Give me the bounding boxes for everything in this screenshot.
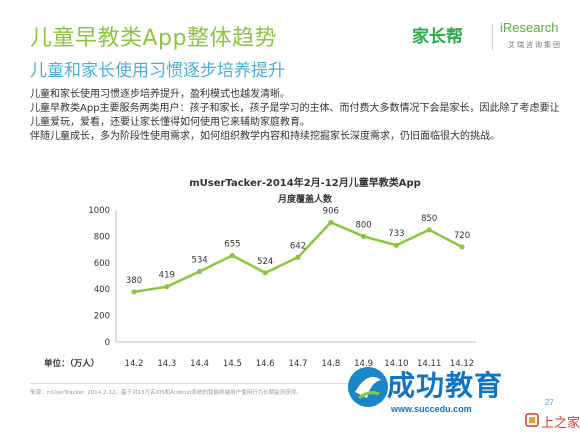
x-tick-label: 14.9	[354, 359, 373, 369]
data-point	[164, 284, 170, 290]
brand-url: www.succedu.com	[391, 404, 472, 414]
point-group	[131, 219, 465, 295]
y-tick-group: 0 200 400 600 800 1000	[88, 206, 110, 348]
chart-subtitle: 月度覆盖人数	[277, 193, 333, 205]
body-line: 儿童早教类App主要服务两类用户：孩子和家长，孩子是学习的主体、而付费大多数情况…	[30, 103, 560, 114]
data-label: 380	[126, 276, 142, 286]
iresearch-logo-cn: 艾瑞咨询集团	[508, 41, 562, 49]
x-tick-group: 14.2 14.3 14.4 14.5 14.6 14.7 14.8 14.9 14.10 14.…	[125, 359, 475, 369]
data-label: 800	[355, 220, 371, 230]
data-point	[131, 289, 137, 295]
brand-emblem-icon	[348, 367, 388, 407]
data-point	[361, 233, 367, 239]
data-point	[262, 270, 268, 276]
data-label: 419	[159, 271, 175, 281]
data-point	[197, 268, 203, 275]
x-tick-label: 14.5	[223, 359, 242, 369]
data-label-group: 380 419 534 655 524 642 906 800 733 850 720	[126, 206, 470, 285]
brand-name: 成功教育	[387, 369, 504, 402]
data-point	[328, 219, 334, 226]
x-tick-label: 14.6	[256, 359, 275, 369]
badge-icon	[525, 413, 539, 427]
page-number: 27	[545, 398, 554, 407]
iresearch-logo: iResearch	[500, 20, 559, 35]
body-line: 伴随儿童成长，多为阶段性使用需求，如何组织教学内容和持续挖掘家长深度需求，仍旧面…	[30, 131, 500, 142]
x-tick-label: 14.2	[125, 359, 144, 369]
logo-divider	[492, 24, 493, 50]
data-label: 524	[257, 257, 273, 267]
data-point	[393, 242, 399, 248]
data-label: 720	[454, 231, 470, 241]
data-label: 655	[224, 240, 240, 250]
data-label: 733	[388, 229, 404, 239]
brand-watermark: 成功教育 27 www.succedu.com 上之家	[345, 358, 580, 435]
page-subtitle: 儿童和家长使用习惯逐步培养提升	[30, 61, 285, 81]
y-axis-unit-label: 单位：（万人）	[44, 358, 99, 369]
x-tick-label: 14.12	[450, 359, 474, 369]
y-tick-label: 0	[105, 338, 110, 348]
page-title: 儿童早教类App整体趋势	[30, 26, 277, 51]
y-tick-label: 400	[94, 285, 110, 295]
data-label: 906	[323, 206, 339, 216]
data-label: 850	[421, 214, 437, 224]
y-tick-label: 600	[94, 259, 110, 269]
corner-badge: 上之家	[525, 409, 580, 431]
data-point	[229, 252, 235, 259]
source-note: 来源：mUserTracker. 2014.2-12。基于对13万名iOS和An…	[30, 390, 302, 396]
y-tick-label: 200	[94, 312, 110, 322]
body-text: 儿童和家长使用习惯逐步培养提升，盈利模式也越发清晰。 儿童早教类App主要服务两…	[30, 88, 570, 144]
x-tick-label: 14.3	[157, 359, 176, 369]
footer-divider	[30, 383, 350, 384]
data-point	[426, 227, 432, 233]
data-point	[459, 244, 465, 250]
body-line: 儿童和家长使用习惯逐步培养提升，盈利模式也越发清晰。	[30, 89, 290, 100]
x-tick-label: 14.11	[417, 359, 441, 369]
data-point	[295, 254, 301, 260]
badge-text: 上之家	[541, 416, 580, 431]
data-label: 534	[191, 256, 207, 266]
logo-group: 家长帮 iResearch 艾瑞咨询集团	[412, 18, 572, 58]
jiazhangbang-logo: 家长帮	[412, 27, 463, 47]
x-tick-label: 14.8	[321, 359, 340, 369]
y-tick-label: 800	[94, 232, 110, 242]
x-tick-label: 14.10	[384, 359, 408, 369]
y-tick-label: 1000	[88, 206, 110, 216]
x-tick-label: 14.4	[190, 359, 209, 369]
body-line: 儿童爱玩，爱看，还要让家长懂得如何使用它来辅助家庭教育。	[30, 117, 310, 128]
chart-title: mUserTacker-2014年2月-12月儿童早教类App	[189, 176, 421, 189]
x-tick-label: 14.7	[289, 359, 308, 369]
data-label: 642	[290, 241, 306, 251]
